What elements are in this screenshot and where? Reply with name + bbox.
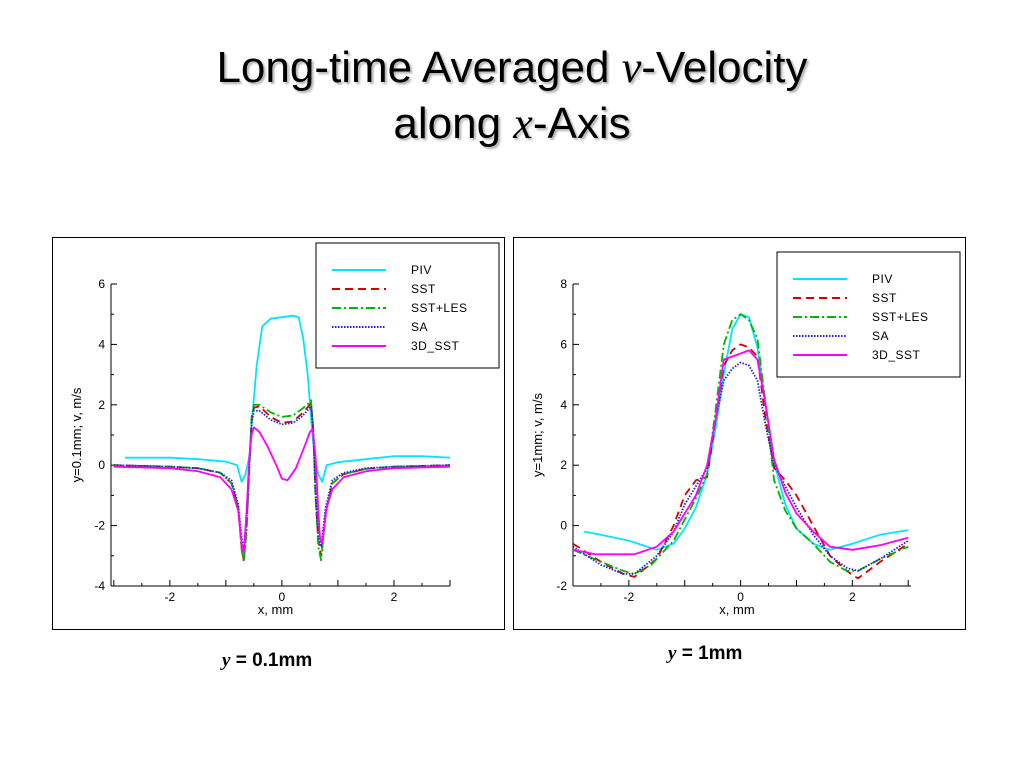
title-variable: v	[621, 43, 642, 92]
y-tick-label: -2	[556, 579, 567, 593]
y-tick-label: -4	[94, 579, 105, 593]
chart-right: -2 0 2 4 6 8 -2 0 2 x, mm y=1mm; v, m/s PIV SST SST+L…	[530, 251, 961, 617]
legend-label: SA	[411, 320, 428, 334]
chart-panel-right: -2 0 2 4 6 8 -2 0 2 x, mm y=1mm; v, m/s PIV SST SST+L…	[513, 237, 966, 630]
x-axis-label: x, mm	[719, 602, 754, 617]
y-tick-label: 6	[560, 337, 567, 351]
series-line-sst-les	[573, 313, 909, 575]
x-tick-label: 0	[279, 590, 286, 604]
legend: PIV SST SST+LES SA 3D_SST	[315, 242, 500, 369]
legend-label: 3D_SST	[872, 348, 921, 362]
y-tick-label: 0	[560, 519, 567, 533]
legend-label: SST	[411, 282, 436, 296]
series-line-sst	[573, 343, 909, 580]
series-line-3d-sst	[573, 349, 909, 556]
legend: PIV SST SST+LES SA 3D_SST	[776, 251, 961, 378]
chart-panel-left: -4 -2 0 2 4 6 -2 0 2 x, mm y=0.1mm; v, m/s PIV SST SS…	[52, 237, 505, 630]
caption-variable: y	[222, 650, 231, 671]
series-line-sa	[573, 361, 909, 575]
title-line-1: Long-time Averaged v-Velocity	[0, 40, 1024, 96]
x-tick-label: 2	[849, 590, 856, 604]
y-tick-label: -2	[94, 519, 105, 533]
y-axis-label: y=0.1mm; v, m/s	[69, 387, 84, 482]
x-tick-label: 0	[737, 590, 744, 604]
y-tick-label: 0	[98, 458, 105, 472]
slide-title: Long-time Averaged v-Velocity along x-Ax…	[0, 40, 1024, 152]
caption-left: y = 0.1mm	[222, 650, 312, 672]
caption-text: = 0.1mm	[230, 650, 313, 671]
title-text: along	[393, 99, 514, 148]
y-tick-label: 2	[98, 398, 105, 412]
chart-left: -4 -2 0 2 4 6 -2 0 2 x, mm y=0.1mm; v, m/s PIV SST SS…	[69, 242, 500, 617]
legend-label: SST	[872, 291, 897, 305]
series-line-sa	[113, 405, 450, 551]
legend-label: SA	[872, 329, 889, 343]
series-line-piv	[125, 314, 450, 483]
caption-right: y = 1mm	[668, 643, 742, 665]
y-tick-label: 2	[560, 458, 567, 472]
series-line-3d-sst	[113, 426, 450, 554]
legend-label: 3D_SST	[411, 339, 460, 353]
y-tick-label: 4	[98, 337, 105, 351]
legend-box	[776, 251, 961, 378]
legend-label: PIV	[411, 263, 432, 277]
x-axis-label: x, mm	[258, 602, 293, 617]
series-line-sst-les	[113, 399, 450, 563]
y-tick-label: 6	[98, 277, 105, 291]
legend-label: PIV	[872, 272, 893, 286]
title-text: Long-time Averaged	[216, 43, 622, 92]
title-text: -Velocity	[641, 43, 808, 92]
legend-label: SST+LES	[411, 301, 468, 315]
title-variable: x	[513, 99, 533, 148]
series-line-sst	[113, 402, 450, 562]
caption-variable: y	[668, 643, 677, 664]
legend-box	[315, 242, 500, 369]
x-tick-label: -2	[164, 590, 175, 604]
title-text: -Axis	[532, 99, 631, 148]
title-line-2: along x-Axis	[0, 96, 1024, 152]
y-tick-label: 8	[560, 277, 567, 291]
y-tick-label: 4	[560, 398, 567, 412]
caption-text: = 1mm	[676, 643, 743, 664]
x-tick-label: -2	[624, 590, 635, 604]
x-tick-label: 2	[391, 590, 398, 604]
y-axis-label: y=1mm; v, m/s	[530, 393, 545, 477]
legend-label: SST+LES	[872, 310, 929, 324]
